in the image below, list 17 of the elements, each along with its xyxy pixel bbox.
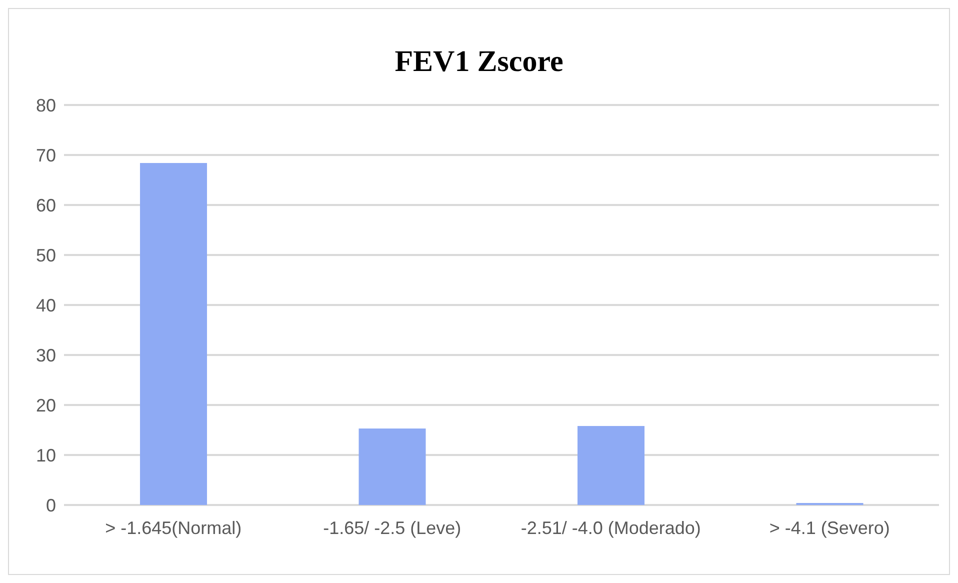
x-tick-label: -2.51/ -4.0 (Moderado) — [520, 518, 701, 538]
y-tick-label: 10 — [36, 445, 56, 466]
y-tick-label: 80 — [36, 95, 56, 116]
chart-title: FEV1 Zscore — [394, 45, 564, 80]
y-tick-label: 20 — [36, 395, 56, 416]
y-tick-label: 60 — [36, 195, 56, 216]
y-tick-label: 70 — [36, 145, 56, 166]
y-tick-label: 50 — [36, 245, 56, 266]
bar — [358, 428, 426, 505]
y-tick-label: 0 — [46, 495, 56, 516]
y-tick-label: 40 — [36, 295, 56, 316]
x-tick-label: -1.65/ -2.5 (Leve) — [323, 518, 462, 538]
bar — [140, 163, 207, 505]
x-tick-label: > -4.1 (Severo) — [769, 518, 890, 538]
x-tick-label: > -1.645(Normal) — [105, 518, 242, 538]
y-tick-label: 30 — [36, 345, 56, 366]
bar — [578, 426, 644, 505]
